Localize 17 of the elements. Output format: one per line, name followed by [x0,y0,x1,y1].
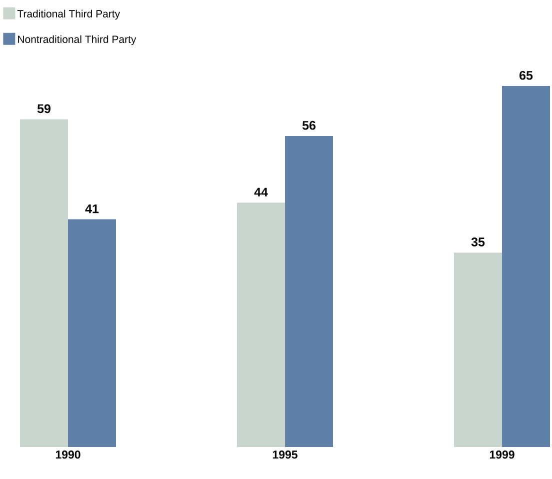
x-tick-label: 1990 [56,450,80,459]
x-tick-label: 1999 [490,450,514,459]
data-label: 35 [471,238,485,246]
legend-label: Traditional Third Party [17,10,120,20]
x-tick-label: 1995 [272,450,298,459]
data-label: 41 [85,204,99,214]
data-label: 44 [254,188,268,196]
bar [502,86,550,447]
data-label: 59 [37,104,50,114]
bar [20,119,68,447]
legend-label: Nontraditional Third Party [18,35,136,46]
data-label: 56 [302,120,316,130]
bar [285,136,334,447]
data-label: 65 [520,70,533,80]
bar [237,202,286,447]
bar [454,252,502,447]
bar [68,219,116,447]
